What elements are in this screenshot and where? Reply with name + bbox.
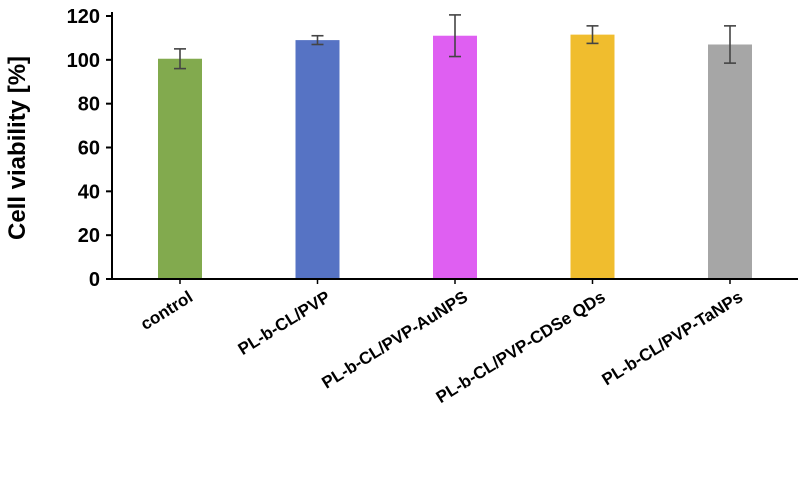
bar-3 xyxy=(570,34,615,279)
y-axis-title: Cell viability [%] xyxy=(4,56,31,240)
x-tick-label-4: PL-b-CL/PVP-TaNPs xyxy=(599,287,747,389)
bar-4 xyxy=(708,44,752,279)
error-bar-3 xyxy=(586,25,599,45)
error-bar-4 xyxy=(724,25,736,64)
y-tick-label-4: 80 xyxy=(78,94,100,116)
error-bars-layer xyxy=(174,14,736,70)
y-tick-label-3: 60 xyxy=(78,138,100,160)
y-tick-label-1: 20 xyxy=(78,225,100,247)
y-tick-label-5: 100 xyxy=(67,50,100,72)
error-bar-0 xyxy=(174,48,186,70)
bar-0 xyxy=(158,58,202,279)
x-tick-label-1: PL-b-CL/PVP xyxy=(235,287,334,359)
error-bar-2 xyxy=(449,14,461,58)
bar-2 xyxy=(433,35,477,279)
y-tick-label-2: 40 xyxy=(78,181,100,203)
y-tick-label-6: 120 xyxy=(67,6,100,28)
bar-1 xyxy=(295,40,340,279)
bars-layer xyxy=(158,34,752,279)
y-tick-label-0: 0 xyxy=(89,269,100,291)
axes-layer xyxy=(106,12,798,284)
x-tick-label-0: control xyxy=(137,287,196,334)
error-bar-1 xyxy=(311,34,324,46)
x-tick-label-2: PL-b-CL/PVP-AuNPS xyxy=(318,287,471,392)
